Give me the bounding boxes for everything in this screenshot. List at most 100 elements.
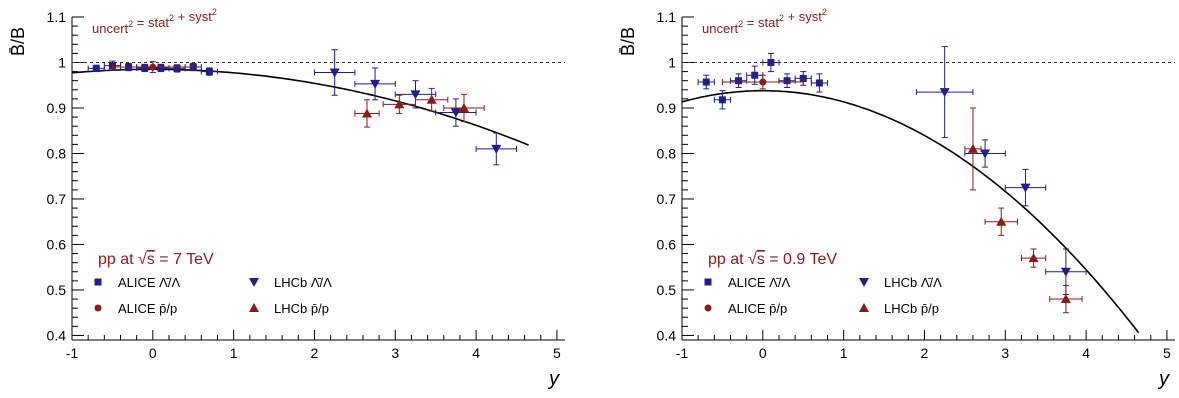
energy-label: pp at √s = 0.9 TeV [708,251,837,268]
formula-sup3: 2 [822,7,827,17]
legend-marker [94,278,102,286]
energy-s: s [757,251,765,268]
y-tick-label: 1.1 [47,9,67,25]
y-tick-label: 0.9 [47,100,67,116]
marker-tri-up [458,102,469,112]
legend-label: ALICE Λ̄/Λ [118,275,180,290]
y-axis-title: B̄/B [618,27,638,56]
y-tick-label: 0.5 [657,282,677,298]
legend-label: LHCb Λ̄/Λ [884,275,942,290]
marker-tri-down [329,68,340,78]
marker-tri-down [491,144,502,154]
x-tick-label: 0 [759,345,767,361]
x-tick-label: 2 [311,345,319,361]
formula-sup2: 2 [779,13,784,23]
series-tri-up [354,87,485,128]
marker-square [751,71,759,79]
marker-square [702,78,710,86]
marker-tri-down [980,149,991,159]
data-point [200,67,218,76]
data-point [1049,284,1083,314]
energy-value: = 0.9 TeV [765,251,838,268]
energy-label: pp at √s = 7 TeV [98,251,214,268]
series-tri-down [915,46,1087,296]
legend-entry: LHCb Λ̄/Λ [249,275,332,290]
marker-square [815,79,823,87]
legend-marker [249,303,259,312]
data-point [443,93,485,123]
x-tick-label: 5 [1163,345,1171,361]
legend-marker [859,303,869,312]
x-tick-label: 1 [230,345,238,361]
data-point [746,65,764,85]
data-point [475,132,518,166]
data-point [354,67,396,101]
marker-square [767,58,775,66]
data-point [721,74,804,90]
data-point [414,87,449,112]
y-tick-label: 0.9 [657,100,677,116]
y-axis-title: B̄/B [8,27,28,56]
uncertainty-formula: uncert2 = stat2 + syst2 [92,7,217,36]
marker-square [735,77,743,85]
sqrt-symbol: √ [138,251,147,268]
x-axis-title: y [547,368,560,390]
energy-s: s [147,251,155,268]
formula-sup1: 2 [128,19,133,29]
marker-tri-up [426,94,437,104]
y-tick-label: 0.6 [47,236,67,252]
marker-circle [759,78,767,86]
formula-sup2: 2 [169,13,174,23]
energy-prefix: pp at [708,251,748,268]
formula-sup1: 2 [738,19,743,29]
marker-square [141,64,149,72]
marker-circle [149,63,157,71]
marker-square [173,64,181,72]
legend-label: LHCb Λ̄/Λ [274,275,332,290]
sqrt-symbol: √ [748,251,757,268]
legend-label: ALICE p̄/p [728,301,787,316]
x-axis-title: y [1157,368,1170,390]
chart-panel-1: 0.4 0.5 0.6 0.7 0.8 0.9 1 1.1 -1 0 1 2 3 4 5 B̄/B y uncer… [8,7,565,390]
data-point [394,80,437,109]
legend-label: LHCb p̄/p [884,301,939,316]
y-tick-label: 1 [668,54,676,70]
data-point [1004,168,1047,207]
marker-square [783,77,791,85]
data-point [915,46,974,139]
series-square [697,52,828,110]
marker-tri-down [410,90,421,100]
y-tick-label: 0.7 [47,191,67,207]
x-tick-label: 2 [921,345,929,361]
marker-tri-up [1028,253,1039,263]
formula-plus: + syst [174,9,212,24]
marker-tri-down [450,108,461,118]
data-point [762,52,780,73]
legend-label: LHCb p̄/p [274,301,329,316]
fit-curve [681,89,1140,334]
formula-plus: + syst [784,9,822,24]
marker-tri-up [996,216,1007,226]
data-point [168,64,186,73]
formula-base: uncert [702,21,739,36]
legend-marker [249,278,259,287]
y-tick-label: 0.5 [47,282,67,298]
data-point [810,73,828,93]
uncertainty-formula: uncert2 = stat2 + syst2 [702,7,827,36]
legend-marker [94,304,102,312]
data-point [354,99,380,128]
formula-eq: = stat [133,15,169,30]
formula-base: uncert [92,21,129,36]
y-tick-label: 0.6 [657,236,677,252]
x-tick-label: -1 [66,345,79,361]
legend-entry: LHCb p̄/p [859,301,939,316]
series-circle [111,61,194,74]
marker-square [799,74,807,82]
series-tri-up [964,107,1083,314]
y-tick-label: 0.8 [47,145,67,161]
data-point [964,107,982,191]
data-point [729,73,748,89]
data-point [382,94,416,114]
